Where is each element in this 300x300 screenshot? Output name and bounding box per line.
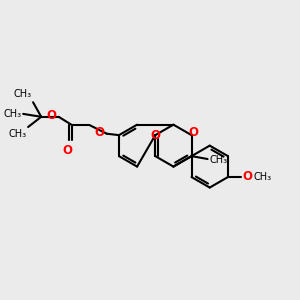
Text: CH₃: CH₃	[9, 129, 27, 139]
Text: O: O	[242, 170, 252, 183]
Text: CH₃: CH₃	[4, 109, 22, 119]
Text: CH₃: CH₃	[210, 155, 228, 166]
Text: O: O	[46, 109, 56, 122]
Text: O: O	[150, 129, 160, 142]
Text: O: O	[94, 126, 104, 139]
Text: CH₃: CH₃	[14, 89, 32, 99]
Text: O: O	[188, 126, 198, 139]
Text: O: O	[63, 144, 73, 157]
Text: CH₃: CH₃	[254, 172, 272, 182]
